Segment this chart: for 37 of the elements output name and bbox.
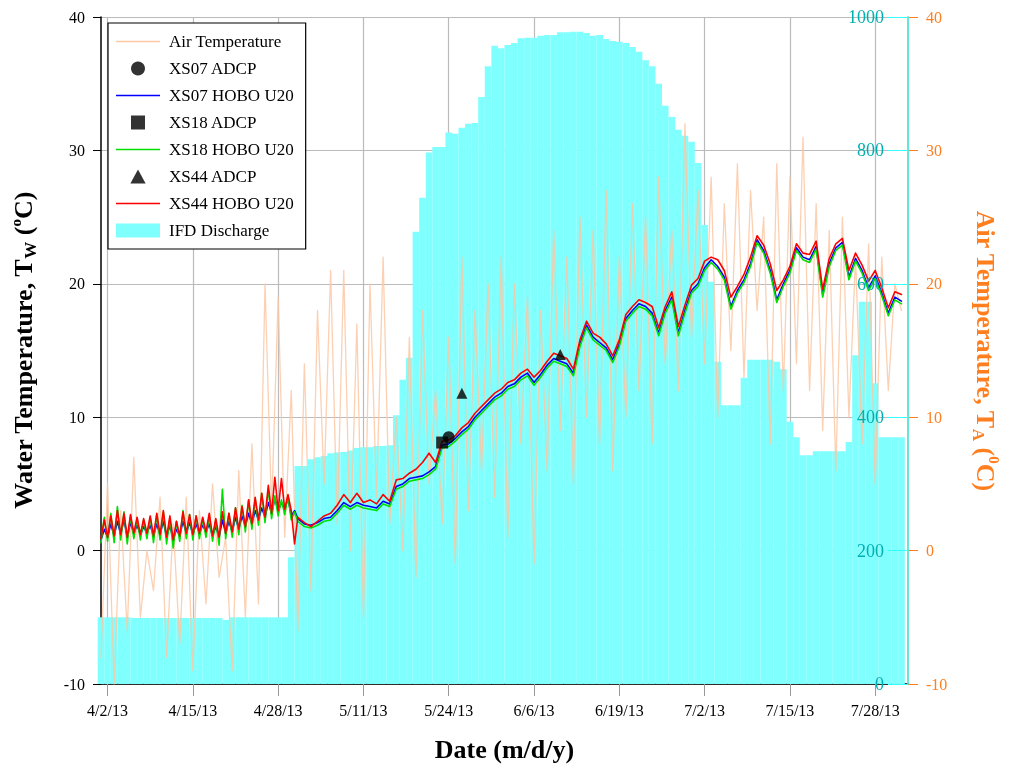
x-tick-label: 5/24/13 — [424, 701, 474, 719]
x-tick-label: 6/6/13 — [513, 701, 555, 719]
y-tick-label: -10 — [63, 675, 85, 693]
y3-tick-label: 10 — [926, 408, 942, 426]
legend-label: XS07 HOBO U20 — [169, 86, 294, 105]
y3-tick-label: 0 — [926, 542, 934, 560]
legend-label: IFD Discharge — [169, 221, 270, 240]
legend-label: XS18 ADCP — [169, 113, 257, 132]
x-tick-label: 7/28/13 — [850, 701, 900, 719]
x-tick-label: 6/19/13 — [594, 701, 644, 719]
y3-axis-title: Air Temperature, TA (0C) — [969, 210, 1002, 492]
legend-label: XS18 HOBO U20 — [169, 140, 294, 159]
x-tick-label: 5/11/13 — [339, 701, 388, 719]
y2-tick-label: 200 — [857, 540, 884, 561]
y2-tick-label: 1000 — [848, 7, 884, 27]
y-tick-label: 20 — [69, 275, 85, 293]
y3-tick-label: 20 — [926, 275, 942, 293]
y2-tick-label: 0 — [875, 674, 884, 694]
legend-label: XS07 ADCP — [169, 59, 257, 78]
y3-tick-label: 30 — [926, 141, 942, 159]
legend-label: XS44 ADCP — [169, 167, 257, 186]
y2-tick-label: 800 — [857, 140, 884, 161]
y-tick-label: 10 — [69, 408, 85, 426]
y3-tick-label: 40 — [926, 8, 942, 26]
x-tick-label: 4/28/13 — [253, 701, 303, 719]
legend-label: Air Temperature — [169, 32, 282, 51]
x-axis-title: Date (m/d/y) — [434, 734, 575, 764]
y-axis-title: Water Temperature, TW (oC) — [7, 191, 40, 509]
x-tick-label: 7/15/13 — [765, 701, 815, 719]
y-tick-label: 30 — [69, 141, 85, 159]
x-tick-label: 7/2/13 — [684, 701, 726, 719]
y-tick-label: 0 — [77, 542, 85, 560]
y-tick-label: 40 — [69, 8, 85, 26]
x-tick-label: 4/2/13 — [87, 701, 129, 719]
x-tick-label: 4/15/13 — [168, 701, 218, 719]
y3-tick-label: -10 — [926, 675, 948, 693]
legend-label: XS44 HOBO U20 — [169, 194, 294, 213]
